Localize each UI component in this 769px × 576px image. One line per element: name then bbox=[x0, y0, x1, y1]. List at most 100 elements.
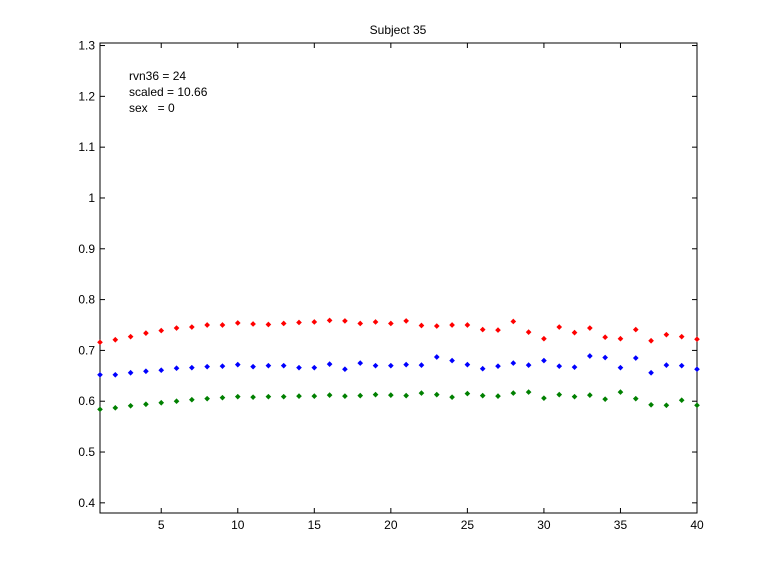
series-0-point bbox=[403, 318, 409, 324]
series-1-point bbox=[694, 366, 700, 373]
series-1-point bbox=[418, 362, 425, 368]
series-2-point bbox=[525, 389, 532, 395]
x-tick-label: 5 bbox=[158, 518, 165, 532]
series-0-point bbox=[250, 321, 256, 327]
series-0-point bbox=[617, 335, 624, 342]
series-2-point bbox=[296, 393, 302, 399]
annotation-text: rvn36 = 24 bbox=[129, 69, 186, 83]
series-0-point bbox=[464, 322, 471, 328]
series-1-point bbox=[250, 363, 256, 370]
series-1-point bbox=[449, 357, 455, 364]
series-1-point bbox=[648, 369, 654, 376]
series-2-point bbox=[449, 394, 455, 400]
series-2-point bbox=[433, 391, 440, 398]
series-0-point bbox=[296, 319, 302, 326]
series-1-point bbox=[326, 361, 333, 367]
y-tick-label: 1.2 bbox=[78, 89, 95, 103]
series-2-point bbox=[127, 402, 134, 409]
series-1-point bbox=[372, 362, 379, 369]
series-2-point bbox=[418, 390, 425, 396]
chart-title: Subject 35 bbox=[370, 23, 427, 37]
series-1-point bbox=[388, 362, 394, 369]
series-1-point bbox=[602, 354, 608, 361]
series-1-point bbox=[525, 362, 532, 368]
series-1-point bbox=[342, 366, 348, 373]
series-1-point bbox=[296, 364, 302, 371]
series-0-point bbox=[495, 327, 501, 333]
series-0-point bbox=[694, 336, 700, 343]
series-1-point bbox=[587, 353, 593, 359]
x-axis: 5 10 15 20 25 30 35 40 bbox=[158, 43, 704, 532]
series-0-point bbox=[219, 322, 226, 328]
series-2-point bbox=[342, 393, 348, 399]
series-2-point bbox=[632, 395, 639, 402]
series-1-point bbox=[189, 364, 195, 371]
series-2-point bbox=[326, 392, 333, 398]
series-0-point bbox=[265, 321, 272, 328]
series-0-point bbox=[326, 317, 333, 324]
series-0-point bbox=[571, 329, 578, 336]
series-0-point bbox=[388, 320, 394, 327]
series-2-point bbox=[678, 397, 685, 404]
series-1-point bbox=[663, 362, 670, 368]
plot-area bbox=[99, 42, 698, 514]
series-1-point bbox=[265, 362, 272, 369]
x-tick-label: 30 bbox=[537, 518, 551, 532]
series-1-point bbox=[311, 364, 318, 371]
x-tick-label: 35 bbox=[614, 518, 628, 532]
series-2-point bbox=[479, 392, 486, 399]
series-2-point bbox=[510, 390, 517, 396]
series-1-point bbox=[541, 357, 547, 364]
series-2-point bbox=[234, 393, 241, 400]
series-2-point bbox=[204, 395, 210, 402]
x-tick-label: 15 bbox=[308, 518, 322, 532]
series-0-point bbox=[342, 318, 348, 324]
series-2-point bbox=[280, 393, 287, 400]
series-2-point bbox=[388, 392, 394, 398]
series-1-point bbox=[556, 363, 563, 369]
annotation-text: sex = 0 bbox=[129, 101, 175, 115]
annotations: rvn36 = 24 scaled = 10.66 sex = 0 bbox=[129, 69, 208, 115]
series-1-point bbox=[219, 363, 226, 369]
series-0-point bbox=[678, 333, 685, 340]
series-0-point bbox=[663, 331, 670, 338]
y-tick-label: 0.8 bbox=[78, 293, 95, 307]
data-points bbox=[97, 317, 700, 413]
series-2-point bbox=[602, 396, 608, 403]
y-tick-label: 0.7 bbox=[78, 343, 95, 357]
series-1-point bbox=[143, 368, 149, 375]
x-tick-label: 20 bbox=[384, 518, 398, 532]
series-1-point bbox=[632, 355, 639, 361]
series-2-point bbox=[694, 402, 700, 409]
series-2-point bbox=[556, 391, 563, 398]
series-1-point bbox=[510, 360, 517, 366]
series-1-point bbox=[464, 361, 471, 368]
series-2-point bbox=[158, 399, 165, 406]
series-1-point bbox=[234, 361, 241, 368]
x-tick-label: 40 bbox=[690, 518, 704, 532]
series-0-point bbox=[234, 320, 241, 326]
series-2-point bbox=[648, 401, 654, 408]
y-tick-label: 1.1 bbox=[78, 140, 95, 154]
series-0-point bbox=[479, 326, 486, 333]
y-tick-label: 0.4 bbox=[78, 496, 95, 510]
series-1-point bbox=[357, 360, 364, 366]
series-0-point bbox=[587, 325, 593, 331]
series-2-point bbox=[495, 393, 501, 399]
series-0-point bbox=[143, 330, 149, 336]
series-0-point bbox=[602, 334, 608, 341]
series-0-point bbox=[357, 320, 364, 327]
series-0-point bbox=[556, 324, 563, 330]
series-0-point bbox=[311, 319, 318, 325]
series-0-point bbox=[525, 329, 532, 335]
series-1-point bbox=[97, 371, 103, 378]
series-2-point bbox=[143, 401, 149, 408]
series-0-point bbox=[173, 325, 180, 331]
series-2-point bbox=[372, 391, 379, 398]
x-tick-label: 10 bbox=[231, 518, 245, 532]
series-0-point bbox=[112, 336, 119, 343]
series-1-point bbox=[571, 364, 578, 371]
series-2-point bbox=[112, 404, 119, 411]
series-0-point bbox=[97, 339, 103, 346]
